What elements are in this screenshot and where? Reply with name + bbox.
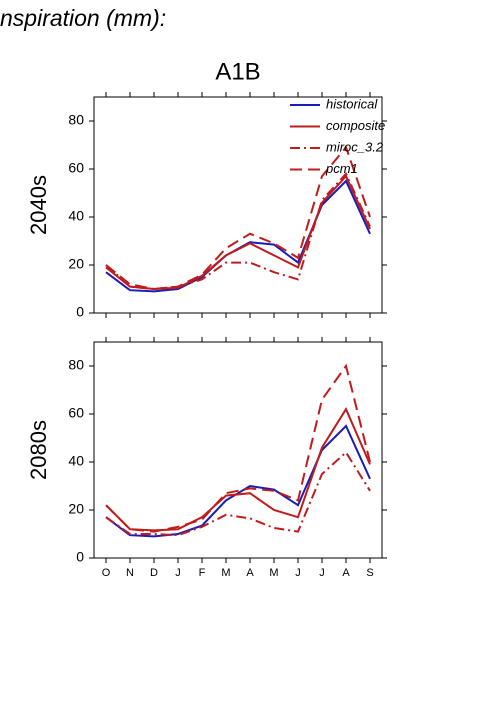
y-tick-label: 80 [68,357,84,373]
legend-label: historical [326,96,378,111]
series-line [105,145,371,291]
plot-frame [93,341,383,559]
series-line [105,450,371,537]
x-tick-label: A [246,567,254,579]
series-line [105,179,371,293]
y-tick-label: 60 [68,160,84,176]
y-tick-label: 40 [68,208,84,224]
x-tick-label: M [221,567,230,579]
legend-label: composite [326,118,385,133]
y-tick-label: 20 [68,256,84,272]
y-tick-label: 0 [76,304,84,320]
y-tick-label: 0 [76,549,84,565]
x-tick-label: D [150,567,158,579]
series-line [105,363,371,533]
series-line [105,174,371,291]
series-line [105,424,371,538]
chart-title: A1B [215,58,260,85]
y-axis-label: 2040s [26,175,51,235]
x-tick-label: O [102,567,111,579]
x-tick-label: F [199,567,206,579]
page-title: nspiration (mm): [0,5,166,31]
legend-label: pcm1 [325,161,358,176]
y-tick-label: 40 [68,453,84,469]
x-tick-label: J [319,567,325,579]
y-axis-label: 2080s [26,420,51,480]
series-line [105,407,371,532]
x-tick-label: S [366,567,373,579]
series-line [105,172,371,291]
y-tick-label: 80 [68,112,84,128]
plot-frame [93,96,383,314]
y-tick-label: 20 [68,501,84,517]
x-tick-label: J [295,567,301,579]
x-tick-label: J [175,567,181,579]
legend-label: miroc_3.2 [326,139,384,154]
x-tick-label: N [126,567,134,579]
x-tick-label: A [342,567,350,579]
x-tick-label: M [269,567,278,579]
y-tick-label: 60 [68,405,84,421]
